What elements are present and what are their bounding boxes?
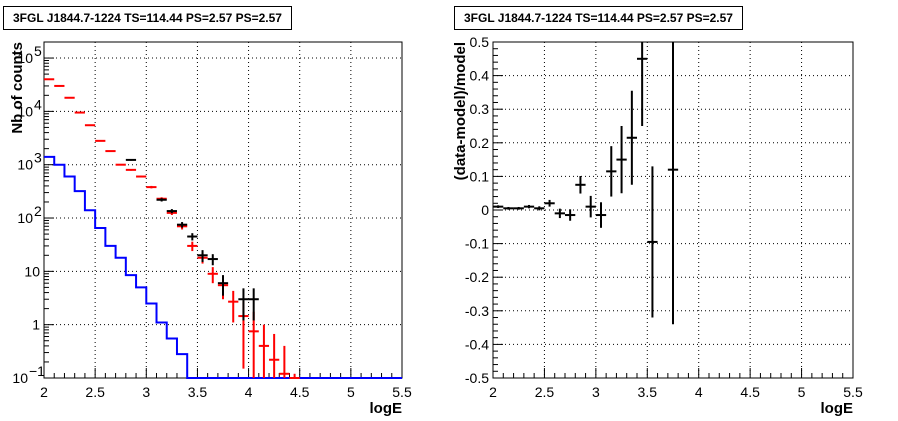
residuals-y-tick-label: 0.2	[470, 135, 490, 151]
counts-x-axis-label: logE	[370, 400, 403, 417]
counts-y-tick-exponent: −1	[29, 363, 45, 379]
counts-frame	[43, 41, 403, 379]
residuals-chart-title: 3FGL J1844.7-1224 TS=114.44 PS=2.57 PS=2…	[454, 6, 743, 30]
counts-x-tick-label: 2	[40, 384, 48, 400]
counts-y-tick-exponent: 5	[34, 43, 42, 59]
residuals-y-tick-label: 0.4	[470, 68, 490, 84]
residuals-y-axis-label: (data-model)/model	[452, 42, 469, 180]
residuals-x-tick-label: 3	[592, 384, 600, 400]
counts-x-tick-label: 5.5	[392, 384, 412, 400]
residuals-panel: 3FGL J1844.7-1224 TS=114.44 PS=2.57 PS=2…	[449, 0, 898, 421]
counts-y-tick-label: 10	[17, 103, 33, 119]
residuals-x-tick-label: 2	[489, 384, 497, 400]
residuals-y-tick-label: 0.5	[470, 34, 490, 50]
counts-y-tick-label: 10	[17, 50, 33, 66]
counts-y-tick-exponent: 2	[34, 203, 42, 219]
residuals-x-tick-label: 5	[798, 384, 806, 400]
residuals-y-tick-label: 0	[481, 202, 489, 218]
counts-grid	[44, 42, 402, 378]
counts-panel: 3FGL J1844.7-1224 TS=114.44 PS=2.57 PS=2…	[3, 6, 412, 417]
residuals-x-axis-label: logE	[821, 400, 854, 417]
residuals-x-tick-label: 3.5	[638, 384, 658, 400]
model-step-line	[44, 155, 402, 379]
residuals-y-tick-label: -0.1	[465, 236, 489, 252]
residuals-y-tick-label: 0.1	[470, 168, 490, 184]
counts-chart-title: 3FGL J1844.7-1224 TS=114.44 PS=2.57 PS=2…	[3, 6, 292, 30]
counts-y-tick-label: 10	[24, 263, 40, 279]
counts-x-tick-label: 4.5	[290, 384, 310, 400]
counts-x-tick-label: 3.5	[188, 384, 208, 400]
residuals-chart: 2 2.5 3 3.5 4 4.5 5 5.5 -0.5 -0.4 -0.3 -0.2 -0.1 0 0.1…	[452, 34, 863, 417]
counts-x-tick-label: 2.5	[85, 384, 105, 400]
residuals-x-tick-label: 4.5	[740, 384, 760, 400]
residuals-y-tick-label: -0.4	[465, 336, 489, 352]
residuals-x-tick-label: 4	[695, 384, 703, 400]
residuals-x-tick-label: 2.5	[535, 384, 555, 400]
counts-x-tick-label: 3	[142, 384, 150, 400]
counts-y-tick-exponent: 3	[34, 150, 42, 166]
residuals-y-tick-label: 0.3	[470, 101, 490, 117]
counts-y-axis-label: Nb of counts	[9, 42, 26, 134]
counts-x-tick-label: 5	[347, 384, 355, 400]
residuals-y-tick-label: -0.5	[465, 370, 489, 386]
counts-y-tick-label: 10	[17, 210, 33, 226]
counts-y-tick-label: 10	[17, 157, 33, 173]
counts-y-tick-exponent: 4	[34, 96, 42, 112]
residuals-y-tick-label: -0.2	[465, 269, 489, 285]
counts-y-tick-label: 10	[12, 370, 28, 386]
counts-y-tick-label: 1	[32, 317, 40, 333]
residuals-x-tick-label: 5.5	[843, 384, 863, 400]
counts-x-tick-label: 4	[245, 384, 253, 400]
residuals-y-tick-label: -0.3	[465, 303, 489, 319]
